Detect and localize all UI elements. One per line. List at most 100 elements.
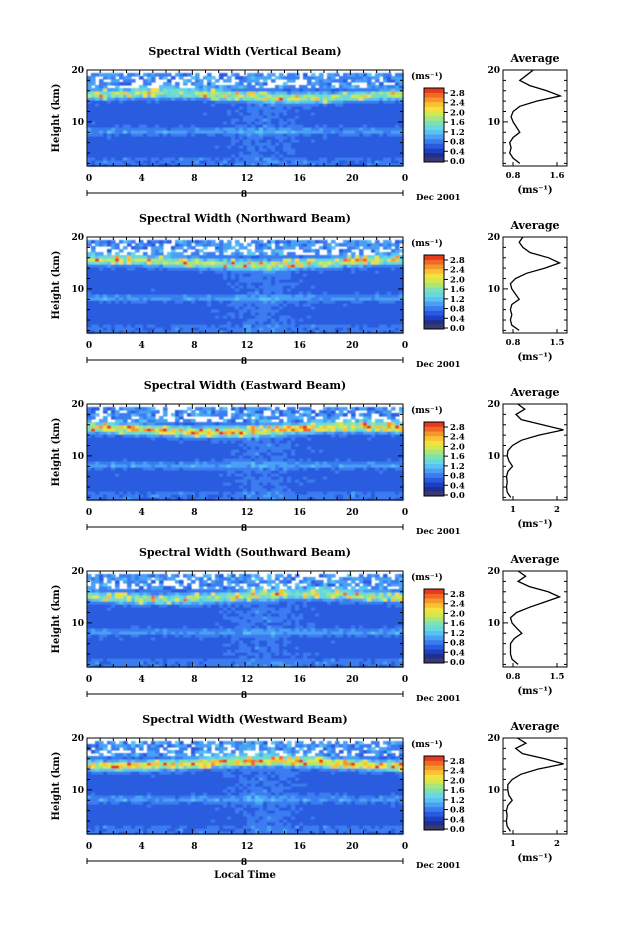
colorbar-tick-label: 2.8 bbox=[450, 89, 465, 99]
x-tick-label: 4 bbox=[139, 842, 145, 852]
colorbar: 2.82.42.01.61.20.80.40.0 bbox=[423, 755, 465, 835]
colorbar-tick-label: 1.2 bbox=[450, 295, 465, 305]
colorbar-unit: (ms⁻¹) bbox=[411, 238, 443, 249]
y-tick-label: 10 bbox=[71, 285, 84, 295]
panel-1: Spectral Width (Vertical Beam) 20 10 Height… bbox=[51, 45, 568, 203]
avg-y-tick-label: 20 bbox=[487, 734, 500, 744]
colorbar-tick-label: 2.8 bbox=[450, 590, 465, 600]
avg-x-tick-label: 0.8 bbox=[506, 672, 521, 682]
colorbar-tick-label: 2.0 bbox=[450, 275, 465, 285]
x-axis-label: Local Time bbox=[214, 870, 276, 881]
x-tick-label: 12 bbox=[241, 174, 254, 184]
x-tick-label: 4 bbox=[139, 174, 145, 184]
colorbar-tick-label: 0.0 bbox=[450, 658, 465, 668]
x-tick-label: 0 bbox=[86, 174, 92, 184]
colorbar: 2.82.42.01.61.20.80.40.0 bbox=[423, 254, 465, 334]
panel-title: Spectral Width (Northward Beam) bbox=[139, 212, 351, 225]
avg-x-tick-label: 2 bbox=[554, 839, 560, 849]
avg-y-tick-label: 20 bbox=[487, 400, 500, 410]
panel-title: Spectral Width (Vertical Beam) bbox=[148, 45, 341, 58]
heatmap bbox=[87, 407, 404, 501]
heatmap bbox=[87, 240, 404, 334]
avg-unit-label: (ms⁻¹) bbox=[517, 519, 552, 530]
colorbar-tick-label: 2.4 bbox=[450, 600, 465, 610]
x-tick-label: 20 bbox=[346, 174, 359, 184]
panel-2: Spectral Width (Northward Beam) 20 10 Heigh… bbox=[51, 212, 568, 370]
colorbar-tick-label: 2.8 bbox=[450, 256, 465, 266]
colorbar-tick-label: 0.0 bbox=[450, 324, 465, 334]
average-profile: Average 20 10 1 2(ms⁻¹) bbox=[487, 386, 568, 530]
y-axis-label: Height (km) bbox=[51, 84, 62, 153]
y-tick-label: 10 bbox=[71, 619, 84, 629]
panel-5: Spectral Width (Westward Beam)2010Height… bbox=[51, 713, 568, 871]
colorbar-tick-label: 0.4 bbox=[450, 314, 465, 324]
panel-title: Spectral Width (Westward Beam) bbox=[142, 713, 347, 726]
avg-unit-label: (ms⁻¹) bbox=[517, 686, 552, 697]
colorbar: 2.82.42.01.61.20.80.40.0 bbox=[423, 421, 465, 501]
x-tick-label: 12 bbox=[241, 508, 254, 518]
colorbar-tick-label: 0.4 bbox=[450, 815, 465, 825]
avg-x-tick-label: 0.8 bbox=[506, 338, 521, 348]
date-marker: 8 bbox=[241, 190, 247, 200]
date-marker: 8 bbox=[241, 858, 247, 868]
colorbar: 2.82.42.01.61.20.80.40.0 bbox=[423, 87, 465, 167]
avg-unit-label: (ms⁻¹) bbox=[517, 853, 552, 864]
average-title: Average bbox=[509, 386, 559, 399]
x-tick-label: 8 bbox=[191, 675, 197, 685]
avg-x-tick-label: 1.5 bbox=[550, 338, 565, 348]
date-marker: 8 bbox=[241, 691, 247, 701]
average-profile-line bbox=[509, 236, 562, 331]
x-tick-label: 0 bbox=[402, 508, 408, 518]
colorbar-tick-label: 1.6 bbox=[450, 285, 465, 295]
colorbar-tick-label: 1.6 bbox=[450, 452, 465, 462]
x-tick-label: 0 bbox=[402, 174, 408, 184]
colorbar-unit: (ms⁻¹) bbox=[411, 739, 443, 750]
x-tick-label: 0 bbox=[86, 842, 92, 852]
colorbar-tick-label: 0.4 bbox=[450, 147, 465, 157]
average-title: Average bbox=[509, 720, 559, 733]
date-marker: 8 bbox=[241, 524, 247, 534]
colorbar-tick-label: 1.2 bbox=[450, 629, 465, 639]
avg-y-tick-label: 10 bbox=[487, 118, 500, 128]
date-label: Dec 2001 bbox=[416, 694, 461, 704]
x-tick-label: 12 bbox=[241, 842, 254, 852]
x-tick-label: 0 bbox=[86, 675, 92, 685]
average-profile: Average 20 10 0.8 1.5 (ms⁻¹) bbox=[487, 553, 568, 697]
colorbar-tick-label: 0.4 bbox=[450, 648, 465, 658]
x-tick-label: 0 bbox=[86, 341, 92, 351]
y-axis-label: Height (km) bbox=[51, 585, 62, 654]
x-tick-label: 12 bbox=[241, 341, 254, 351]
x-tick-label: 4 bbox=[139, 508, 145, 518]
colorbar-tick-label: 0.0 bbox=[450, 825, 465, 835]
x-tick-label: 16 bbox=[293, 341, 306, 351]
avg-unit-label: (ms⁻¹) bbox=[517, 352, 552, 363]
colorbar-tick-label: 0.8 bbox=[450, 806, 465, 816]
x-tick-label: 16 bbox=[293, 174, 306, 184]
x-tick-label: 12 bbox=[241, 675, 254, 685]
colorbar: 2.82.42.01.61.20.80.40.0 bbox=[423, 588, 465, 668]
x-tick-label: 4 bbox=[139, 675, 145, 685]
colorbar-tick-label: 2.0 bbox=[450, 108, 465, 118]
y-axis-label: Height (km) bbox=[51, 418, 62, 487]
y-tick-label: 20 bbox=[71, 734, 84, 744]
colorbar-tick-label: 1.2 bbox=[450, 796, 465, 806]
avg-y-tick-label: 20 bbox=[487, 567, 500, 577]
x-tick-label: 8 bbox=[191, 341, 197, 351]
avg-y-tick-label: 10 bbox=[487, 786, 500, 796]
colorbar-tick-label: 2.4 bbox=[450, 767, 465, 777]
avg-x-tick-label: 1.6 bbox=[550, 171, 565, 181]
colorbar-tick-label: 0.4 bbox=[450, 481, 465, 491]
average-title: Average bbox=[509, 219, 559, 232]
y-tick-label: 20 bbox=[71, 400, 84, 410]
y-tick-label: 20 bbox=[71, 66, 84, 76]
date-marker: 8 bbox=[241, 357, 247, 367]
colorbar-tick-label: 1.6 bbox=[450, 619, 465, 629]
colorbar-tick-label: 2.0 bbox=[450, 776, 465, 786]
average-profile-line bbox=[505, 403, 564, 498]
y-tick-label: 20 bbox=[71, 567, 84, 577]
x-tick-label: 0 bbox=[402, 341, 408, 351]
x-tick-label: 16 bbox=[293, 842, 306, 852]
colorbar-tick-label: 1.6 bbox=[450, 786, 465, 796]
colorbar-tick-label: 2.4 bbox=[450, 99, 465, 109]
